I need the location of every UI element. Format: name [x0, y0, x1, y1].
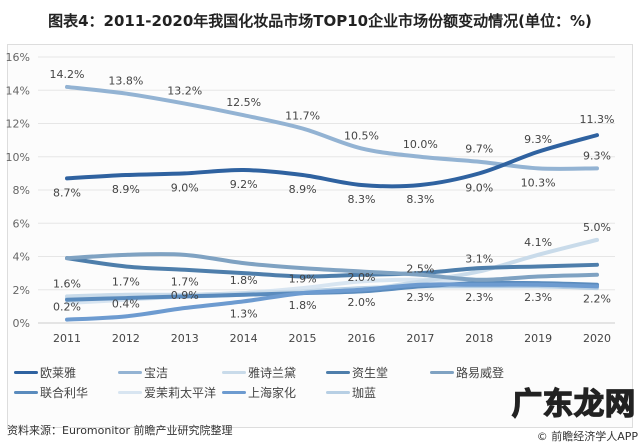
chart-title: 图表4：2011-2020年我国化妆品市场TOP10企业市场份额变动情况(单位：…: [48, 12, 592, 30]
legend-label: 欧莱雅: [40, 366, 77, 380]
data-label: 8.9%: [289, 183, 317, 196]
series-line-欧莱雅: [65, 133, 599, 189]
data-label: 9.7%: [465, 143, 493, 156]
data-label: 14.2%: [50, 68, 85, 81]
data-label: 1.7%: [112, 276, 140, 289]
y-tick-label: 12%: [6, 118, 30, 131]
x-tick-label: 2011: [53, 332, 81, 345]
series-line-资生堂: [65, 256, 599, 279]
x-tick-label: 2014: [230, 332, 258, 345]
data-label: 2.2%: [583, 292, 611, 305]
legend-item: 路易威登: [430, 364, 504, 381]
x-tick-label: 2016: [347, 332, 375, 345]
legend-item: 资生堂: [326, 364, 388, 381]
data-label: 10.3%: [521, 176, 556, 189]
y-tick-label: 2%: [13, 284, 30, 297]
chart-frame: [7, 44, 633, 428]
data-label: 13.2%: [167, 85, 202, 98]
data-label: 2.3%: [406, 291, 434, 304]
y-tick-label: 14%: [6, 84, 30, 97]
data-label: 9.3%: [524, 133, 552, 146]
legend-item: 雅诗兰黛: [222, 364, 296, 381]
data-label: 1.7%: [171, 276, 199, 289]
x-tick-label: 2020: [583, 332, 611, 345]
y-tick-label: 4%: [13, 251, 30, 264]
legend-label: 爱茉莉太平洋: [144, 386, 217, 400]
data-label: 1.6%: [53, 277, 81, 290]
legend-swatch: [222, 391, 246, 394]
watermark-caption: © 前瞻经济学人APP: [536, 430, 638, 443]
data-label: 5.0%: [583, 221, 611, 234]
legend-swatch: [430, 371, 454, 374]
data-label: 10.5%: [344, 129, 379, 142]
legend-label: 雅诗兰黛: [248, 366, 297, 380]
data-label: 1.3%: [230, 307, 258, 320]
data-label: 1.8%: [230, 274, 258, 287]
data-label: 2.5%: [406, 262, 434, 275]
data-label: 12.5%: [226, 96, 261, 109]
legend-label: 宝洁: [144, 366, 169, 380]
data-label: 2.3%: [524, 291, 552, 304]
data-label: 8.3%: [406, 193, 434, 206]
series-line-宝洁: [65, 84, 599, 171]
data-label: 9.2%: [230, 178, 258, 191]
x-tick-label: 2015: [289, 332, 317, 345]
data-label: 8.3%: [347, 193, 375, 206]
y-tick-label: 10%: [6, 151, 30, 164]
legend-label: 上海家化: [248, 386, 297, 400]
legend-label: 路易威登: [456, 366, 505, 380]
legend-swatch: [118, 391, 142, 394]
legend-item: 上海家化: [222, 384, 296, 401]
data-label: 1.8%: [289, 299, 317, 312]
data-label: 4.1%: [524, 236, 552, 249]
legend-item: 爱茉莉太平洋: [118, 384, 216, 401]
legend-swatch: [326, 391, 350, 394]
x-tick-label: 2018: [465, 332, 493, 345]
data-label: 3.1%: [465, 252, 493, 265]
source-note: 资料来源：Euromonitor 前瞻产业研究院整理: [7, 424, 233, 437]
legend-item: 欧莱雅: [14, 364, 76, 381]
x-tick-label: 2013: [171, 332, 199, 345]
data-label: 8.9%: [112, 183, 140, 196]
data-label: 11.7%: [285, 109, 320, 122]
y-tick-label: 0%: [13, 317, 30, 330]
data-label: 9.0%: [171, 181, 199, 194]
data-label: 0.4%: [112, 297, 140, 310]
watermark-logo: 广东龙网: [511, 387, 636, 423]
y-tick-label: 6%: [13, 217, 30, 230]
legend-item: 联合利华: [14, 384, 88, 401]
data-label: 2.0%: [347, 296, 375, 309]
data-label: 10.0%: [403, 138, 438, 151]
legend-label: 资生堂: [352, 366, 389, 380]
legend-swatch: [14, 371, 38, 374]
data-label: 2.3%: [465, 291, 493, 304]
x-tick-label: 2019: [524, 332, 552, 345]
legend-label: 联合利华: [40, 386, 89, 400]
data-label: 9.3%: [583, 149, 611, 162]
series-line-上海家化: [65, 282, 599, 322]
legend-item: 珈蓝: [326, 384, 376, 401]
legend-swatch: [118, 371, 142, 374]
x-tick-label: 2012: [112, 332, 140, 345]
legend-swatch: [326, 371, 350, 374]
legend-label: 珈蓝: [352, 386, 377, 400]
y-tick-label: 16%: [6, 51, 30, 64]
data-label: 1.9%: [289, 272, 317, 285]
data-label: 0.2%: [53, 301, 81, 314]
y-tick-label: 8%: [13, 184, 30, 197]
series-line-路易威登: [65, 252, 599, 282]
data-label: 11.3%: [580, 113, 615, 126]
legend-item: 宝洁: [118, 364, 168, 381]
data-label: 8.7%: [53, 186, 81, 199]
data-label: 9.0%: [465, 181, 493, 194]
x-tick-label: 2017: [406, 332, 434, 345]
data-label: 0.9%: [171, 289, 199, 302]
data-label: 13.8%: [108, 75, 143, 88]
legend-swatch: [222, 371, 246, 374]
legend-swatch: [14, 391, 38, 394]
data-label: 2.0%: [347, 271, 375, 284]
